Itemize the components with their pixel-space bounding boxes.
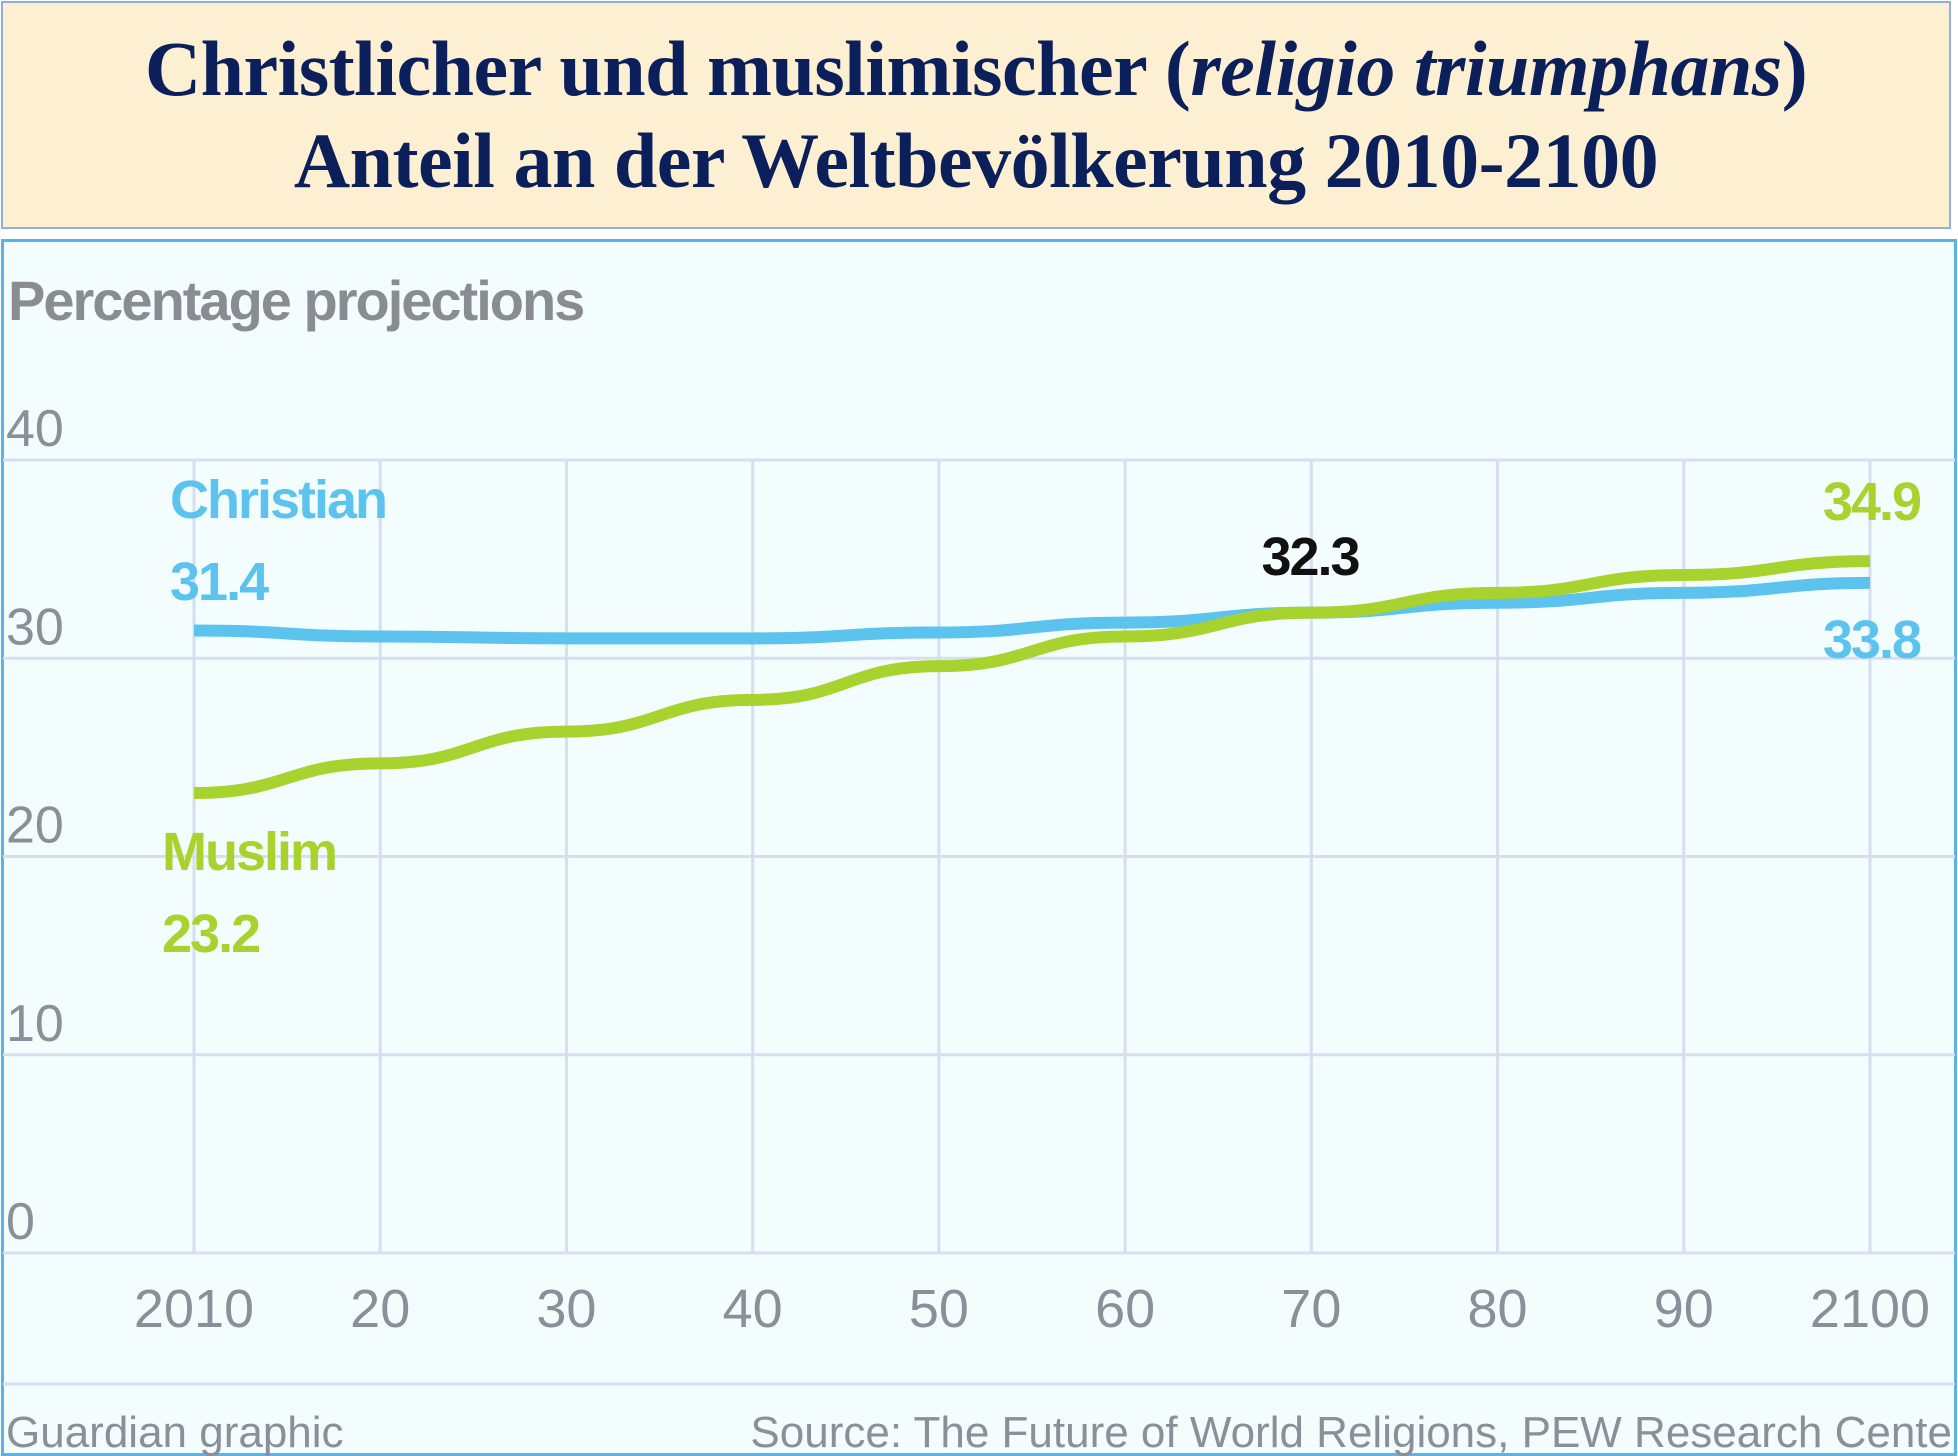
title-banner: Christlicher und muslimischer (religio t… [1,1,1951,229]
chart-subtitle: Percentage projections [8,269,583,332]
christian-legend-label: Christian [170,470,386,530]
christian-start-value: 31.4 [170,552,269,612]
y-tick-label: 30 [6,598,64,656]
muslim-end-value: 34.9 [1823,472,1921,532]
x-tick-label: 2100 [1810,1279,1930,1339]
footer-credit: Guardian graphic [6,1408,344,1456]
christian-series-line [193,576,1871,645]
y-tick-label: 40 [6,400,64,458]
x-tick-label: 60 [1095,1279,1155,1339]
x-tick-label: 30 [536,1279,596,1339]
x-axis-ticks: 2010 20 30 40 50 60 70 80 90 2100 [134,1279,1930,1339]
crossover-annotation: 32.3 [1261,527,1359,587]
x-tick-label: 40 [723,1279,783,1339]
grid [3,458,1955,1255]
muslim-series-line [193,555,1871,800]
y-axis-ticks: 0 10 20 30 40 [6,400,64,1251]
title-suffix: ) [1781,25,1808,112]
y-tick-label: 0 [6,1193,35,1251]
series-lines [193,555,1871,800]
christian-end-value: 33.8 [1823,610,1921,670]
x-tick-label: 2010 [134,1279,254,1339]
x-tick-label: 90 [1654,1279,1714,1339]
title-prefix: Christlicher und muslimischer ( [144,25,1191,112]
y-tick-label: 20 [6,797,64,855]
title-line-2: Anteil an der Weltbevölkerung 2010-2100 [293,117,1659,204]
muslim-legend-label: Muslim [162,822,336,882]
title-line-1: Christlicher und muslimischer (religio t… [144,23,1808,115]
footer-source: Source: The Future of World Religions, P… [750,1408,1952,1456]
x-tick-label: 50 [909,1279,969,1339]
x-tick-label: 70 [1281,1279,1341,1339]
x-tick-label: 80 [1468,1279,1528,1339]
title-italic: religio triumphans [1190,25,1782,112]
muslim-start-value: 23.2 [162,904,259,964]
y-tick-label: 10 [6,995,64,1053]
x-tick-label: 20 [350,1279,410,1339]
